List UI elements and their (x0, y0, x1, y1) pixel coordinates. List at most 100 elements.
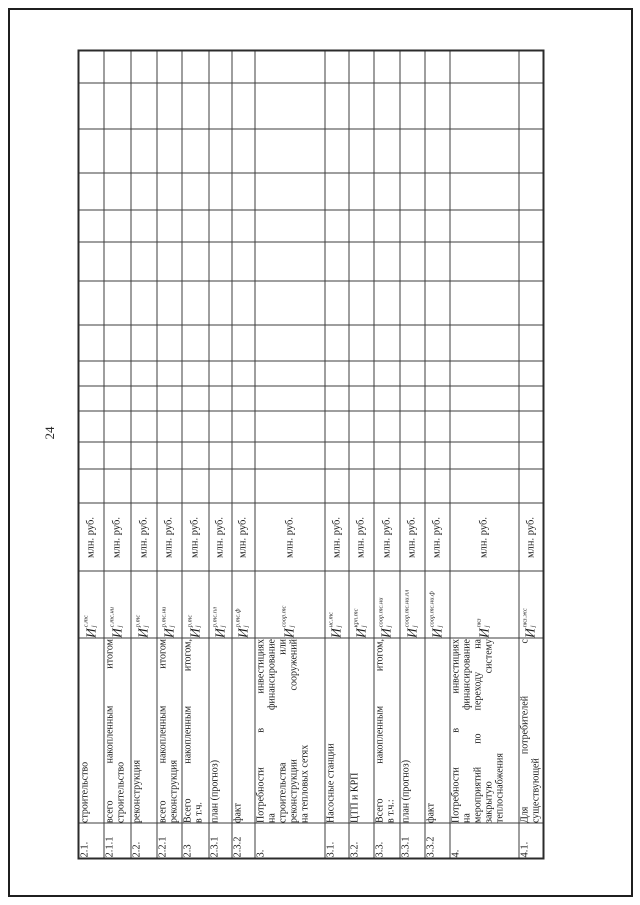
cell-year-empty (231, 50, 255, 84)
cell-unit: млн. руб. (130, 503, 157, 572)
cell-year-empty (181, 50, 209, 84)
cell-unit: млн. руб. (518, 503, 544, 572)
cell-description: ЦТП и КРП (348, 638, 374, 824)
cell-description: план (прогноз) (399, 638, 425, 824)
cell-year-empty (130, 50, 157, 84)
cell-year-empty (348, 469, 374, 504)
cell-year-empty (208, 325, 232, 362)
cell-year-empty (231, 281, 255, 326)
cell-year-empty (156, 129, 182, 174)
cell-year-empty (373, 411, 400, 443)
cell-year-empty (254, 325, 325, 362)
cell-year-empty (130, 411, 157, 443)
cell-year-empty (324, 129, 349, 174)
cell-year-empty (130, 173, 157, 211)
cell-year-empty (78, 386, 104, 412)
cell-year-empty (348, 83, 374, 130)
cell-year-empty (103, 242, 131, 282)
cell-description: всего накопленным итогом реконструкция (156, 638, 182, 824)
cell-year-empty (424, 411, 450, 443)
cell-year-empty (78, 325, 104, 362)
cell-year-empty (254, 442, 325, 470)
cell-year-empty (103, 83, 131, 130)
cell-year-empty (348, 50, 374, 84)
cell-year-empty (231, 325, 255, 362)
cell-year-empty (78, 210, 104, 243)
cell-unit: млн. руб. (449, 503, 519, 572)
cell-year-empty (130, 281, 157, 326)
cell-year-empty (130, 83, 157, 130)
cell-year-empty (156, 242, 182, 282)
table-row: 2.1.1 всего накопленным итогом строительст… (103, 50, 131, 859)
cell-year-empty (518, 281, 544, 326)
cell-unit: млн. руб. (324, 503, 349, 572)
cell-year-empty (254, 386, 325, 412)
cell-year-empty (181, 411, 209, 443)
cell-year-empty (518, 325, 544, 362)
cell-year-empty (449, 281, 519, 326)
cell-year-empty (254, 469, 325, 504)
cell-year-empty (518, 361, 544, 387)
cell-year-empty (373, 129, 400, 174)
cell-year-empty (424, 210, 450, 243)
cell-unit: млн. руб. (78, 503, 104, 572)
cell-year-empty (181, 281, 209, 326)
cell-year-empty (518, 411, 544, 443)
cell-unit: млн. руб. (399, 503, 425, 572)
cell-year-empty (399, 411, 425, 443)
cell-year-empty (156, 173, 182, 211)
cell-year-empty (130, 469, 157, 504)
cell-year-empty (324, 173, 349, 211)
cell-year-empty (130, 242, 157, 282)
cell-year-empty (231, 386, 255, 412)
cell-year-empty (424, 325, 450, 362)
cell-year-empty (348, 361, 374, 387)
cell-year-empty (518, 50, 544, 84)
cell-year-empty (208, 50, 232, 84)
cell-year-empty (103, 469, 131, 504)
cell-year-empty (449, 210, 519, 243)
cell-year-empty (424, 83, 450, 130)
cell-year-empty (424, 129, 450, 174)
cell-year-empty (103, 173, 131, 211)
cell-unit: млн. руб. (103, 503, 131, 572)
cell-year-empty (518, 442, 544, 470)
cell-year-empty (399, 469, 425, 504)
cell-year-empty (254, 50, 325, 84)
cell-year-empty (254, 210, 325, 243)
cell-year-empty (130, 361, 157, 387)
cell-year-empty (399, 386, 425, 412)
cell-year-empty (130, 442, 157, 470)
page-number: 24 (42, 426, 57, 440)
cell-year-empty (156, 442, 182, 470)
cell-year-empty (324, 442, 349, 470)
cell-year-empty (373, 469, 400, 504)
cell-unit: млн. руб. (156, 503, 182, 572)
cell-year-empty (78, 411, 104, 443)
cell-year-empty (231, 469, 255, 504)
cell-year-empty (156, 281, 182, 326)
cell-year-empty (103, 325, 131, 362)
cell-year-empty (424, 361, 450, 387)
cell-year-empty (449, 442, 519, 470)
cell-year-empty (231, 210, 255, 243)
cell-year-empty (103, 411, 131, 443)
cell-year-empty (518, 386, 544, 412)
cell-year-empty (208, 210, 232, 243)
cell-year-empty (78, 83, 104, 130)
cell-year-empty (449, 83, 519, 130)
cell-row-number: 2.2.1 (156, 823, 182, 859)
cell-row-number: 2.3.2 (231, 823, 255, 859)
cell-year-empty (399, 242, 425, 282)
cell-year-empty (181, 386, 209, 412)
cell-unit: млн. руб. (424, 503, 450, 572)
